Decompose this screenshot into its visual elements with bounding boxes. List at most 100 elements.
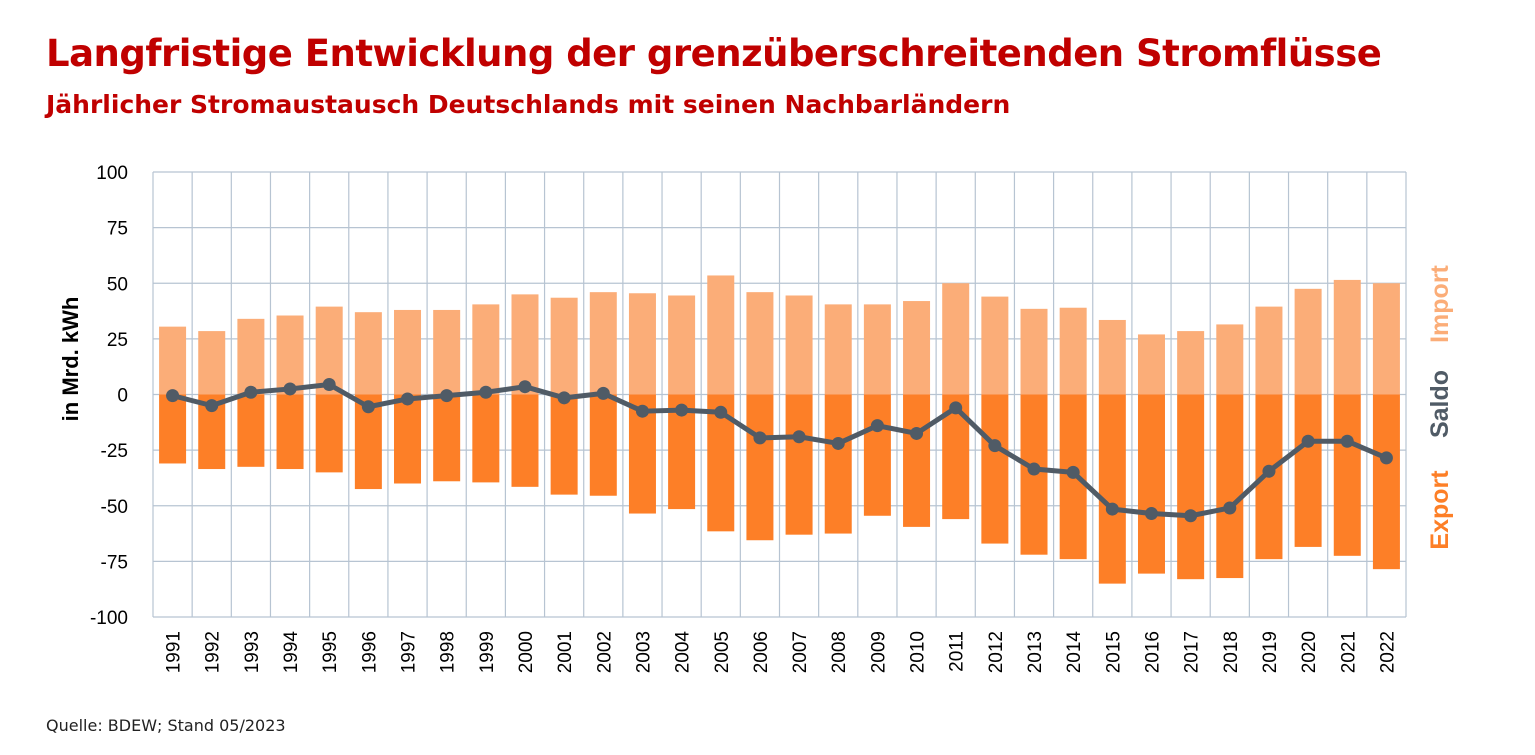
legend-saldo: Saldo (1426, 370, 1454, 438)
saldo-point (1223, 501, 1237, 515)
export-bar (746, 394, 774, 541)
export-bar (981, 394, 1009, 544)
x-tick-label: 2009 (868, 631, 889, 673)
y-tick-label: -75 (101, 552, 128, 573)
saldo-point (635, 404, 649, 418)
x-tick-label: 2008 (829, 631, 850, 673)
export-bar (472, 394, 500, 483)
x-tick-label: 2021 (1338, 631, 1359, 673)
saldo-point (244, 385, 258, 399)
saldo-line (171, 381, 1388, 519)
x-tick-label: 2022 (1377, 631, 1398, 673)
saldo-point (440, 389, 454, 403)
saldo-point (518, 380, 532, 394)
y-tick-label: -25 (101, 441, 128, 462)
x-tick-label: 2000 (516, 631, 537, 673)
import-bar (589, 292, 617, 395)
saldo-point (988, 439, 1002, 453)
export-bar (394, 394, 422, 484)
legend-import: Import (1426, 264, 1454, 342)
y-axis-label: in Mrd. kWh (58, 297, 83, 422)
import-bar (1294, 288, 1322, 395)
x-tick-label: 2016 (1142, 631, 1163, 673)
x-tick-label: 1993 (242, 631, 263, 673)
export-bar (903, 394, 931, 527)
x-tick-label: 2019 (1260, 631, 1281, 673)
import-bar (550, 297, 578, 395)
export-bar (785, 394, 813, 535)
x-tick-label: 2014 (1064, 631, 1085, 674)
import-bar (1372, 283, 1400, 395)
x-tick-label: 2001 (555, 631, 576, 673)
import-bar (1020, 308, 1048, 395)
x-tick-label: 1997 (399, 631, 420, 673)
saldo-point (1340, 434, 1354, 448)
saldo-point (831, 436, 845, 450)
saldo-point (1066, 465, 1080, 479)
import-bar (198, 331, 226, 395)
saldo-point (205, 399, 219, 413)
y-tick-label: 50 (107, 274, 128, 295)
import-bar (1216, 324, 1244, 395)
legend-export: Export (1426, 470, 1454, 550)
x-tick-label: 1998 (438, 631, 459, 673)
import-bar (1098, 319, 1126, 395)
export-bar (1216, 394, 1244, 579)
saldo-point (1144, 507, 1158, 521)
saldo-point (322, 377, 336, 391)
saldo-point (361, 400, 375, 414)
axis-labels: 100 75 50 25 0 -25 -50 -75 -100 1991 1992 1993 1994 1… (90, 163, 1398, 673)
y-tick-label: 25 (107, 330, 128, 351)
import-bar (746, 292, 774, 395)
x-tick-label: 2007 (790, 631, 811, 673)
import-bar (1137, 334, 1165, 395)
y-tick-label: -50 (101, 497, 128, 518)
saldo-point (1262, 464, 1276, 478)
saldo-point (714, 405, 728, 419)
export-bar (511, 394, 539, 487)
saldo-point (870, 419, 884, 433)
x-tick-label: 2003 (633, 631, 654, 673)
x-tick-label: 2012 (986, 631, 1007, 673)
saldo-point (792, 430, 806, 444)
import-bar (785, 295, 813, 395)
source-note: Quelle: BDEW; Stand 05/2023 (46, 716, 286, 735)
export-bar (550, 394, 578, 495)
import-bar (1255, 306, 1283, 395)
x-tick-label: 2015 (1103, 631, 1124, 673)
x-tick-label: 2002 (594, 631, 615, 673)
export-bar (237, 394, 265, 467)
x-tick-label: 1996 (359, 631, 380, 673)
export-bar (159, 394, 187, 464)
saldo-line-layer (166, 377, 1393, 523)
saldo-point (1105, 502, 1119, 516)
import-bar (354, 312, 382, 395)
x-tick-label: 2013 (1025, 631, 1046, 673)
x-tick-label: 2011 (947, 631, 968, 672)
saldo-point (401, 392, 415, 406)
import-bar (1059, 307, 1087, 395)
import-bar (707, 275, 735, 395)
x-tick-label: 1991 (164, 631, 185, 673)
import-bar (511, 294, 539, 395)
x-tick-label: 2017 (1182, 631, 1203, 673)
chart-title: Langfristige Entwicklung der grenzübersc… (46, 32, 1382, 75)
saldo-point (1379, 451, 1393, 465)
y-tick-label: -100 (90, 608, 128, 629)
import-bar (981, 296, 1009, 395)
saldo-point (479, 385, 493, 399)
export-bar (276, 394, 304, 470)
x-tick-label: 1999 (477, 631, 498, 673)
import-bar (276, 315, 304, 395)
x-tick-label: 1995 (320, 631, 341, 673)
y-tick-label: 100 (96, 163, 128, 184)
y-tick-label: 0 (117, 386, 128, 407)
saldo-point (166, 389, 180, 403)
saldo-point (949, 401, 963, 415)
chart-subtitle: Jährlicher Stromaustausch Deutschlands m… (46, 90, 1011, 119)
saldo-point (1027, 462, 1041, 476)
import-bar (628, 293, 656, 395)
export-bar (1098, 394, 1126, 584)
saldo-point (910, 426, 924, 440)
